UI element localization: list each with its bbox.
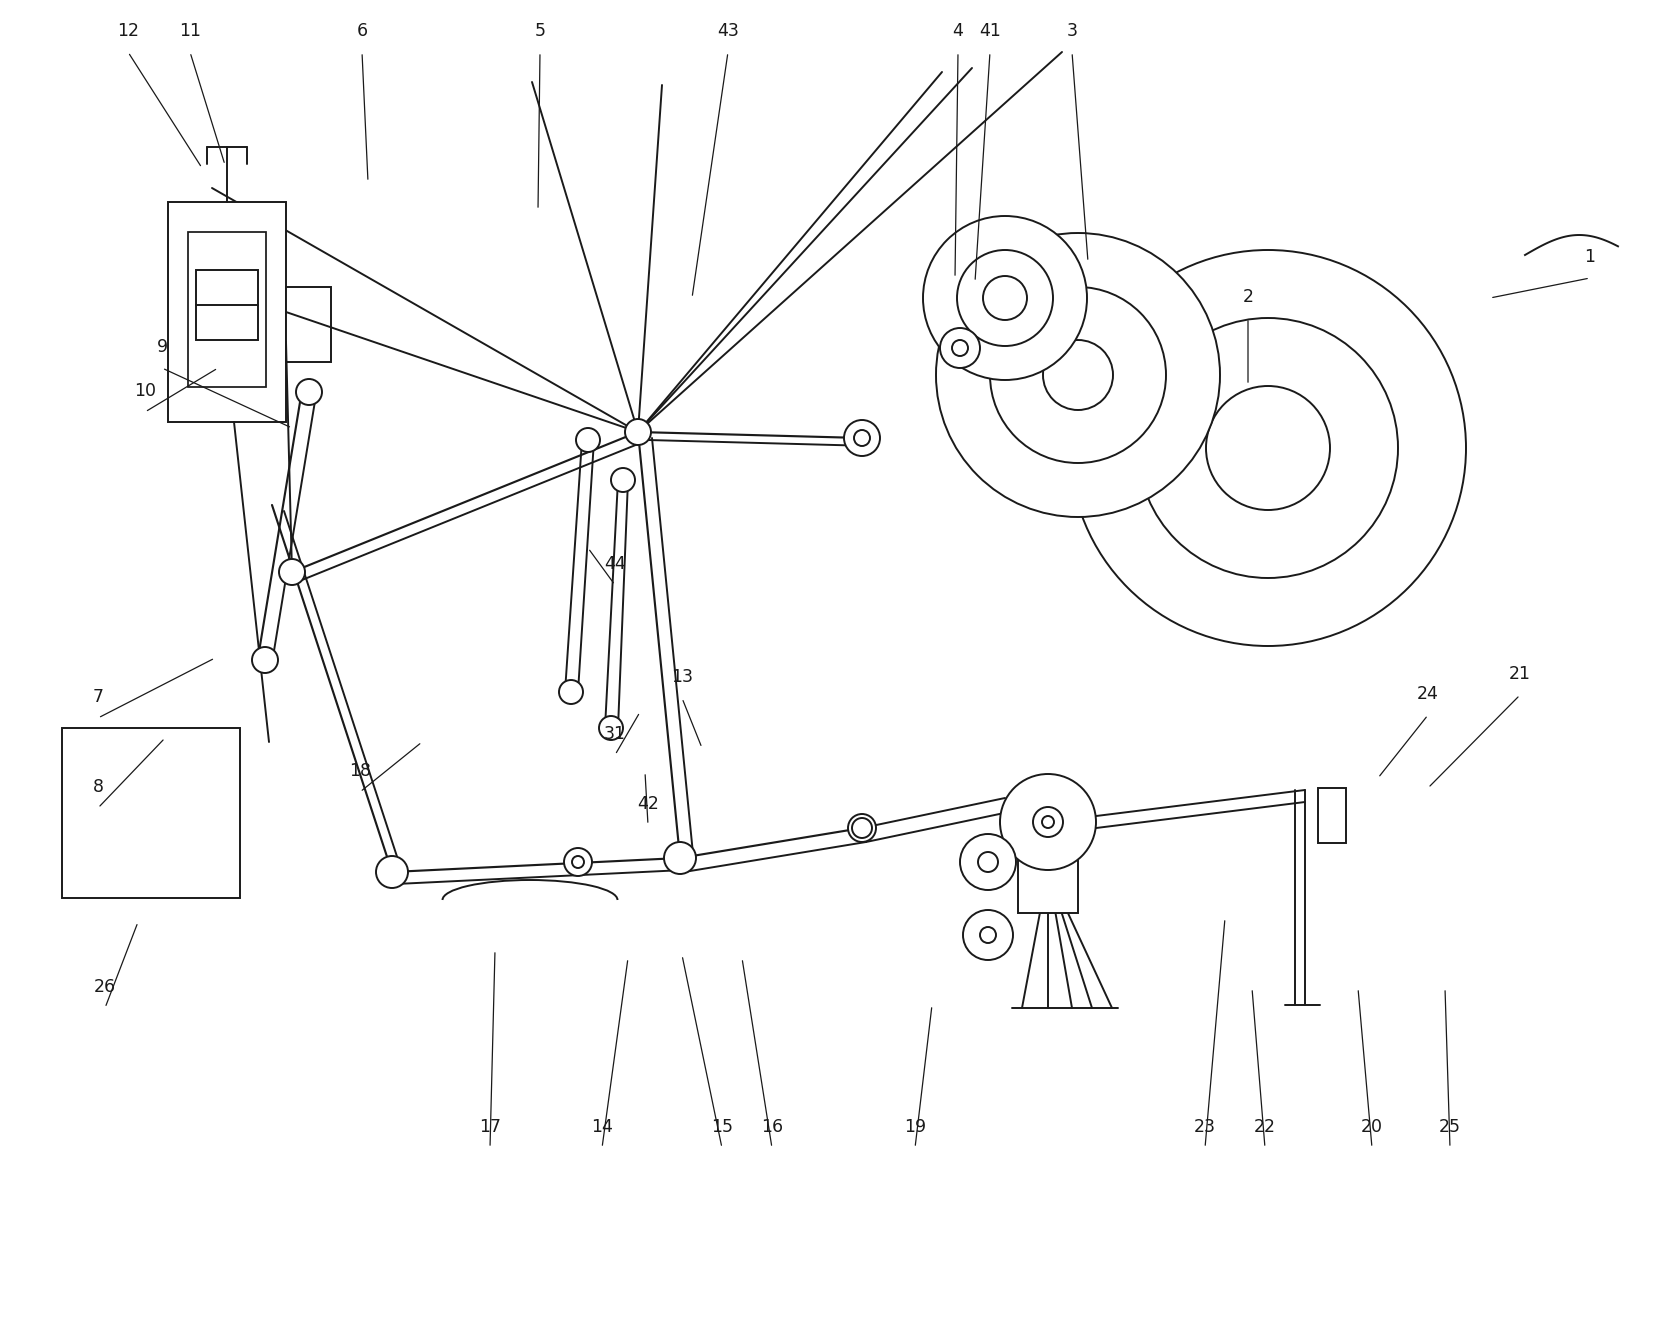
Text: 6: 6 (357, 21, 367, 40)
Text: 11: 11 (179, 21, 202, 40)
Circle shape (280, 559, 304, 586)
Text: 22: 22 (1254, 1118, 1275, 1136)
Circle shape (625, 418, 652, 445)
Circle shape (936, 233, 1221, 517)
Circle shape (251, 647, 278, 673)
Text: 24: 24 (1417, 685, 1439, 703)
Text: 44: 44 (604, 555, 625, 574)
Circle shape (978, 852, 997, 872)
Bar (197, 270, 258, 340)
Circle shape (1042, 816, 1054, 828)
Circle shape (1001, 774, 1097, 870)
Circle shape (923, 217, 1087, 380)
Text: 43: 43 (718, 21, 739, 40)
Text: 17: 17 (480, 1118, 501, 1136)
Bar (169, 202, 286, 422)
Circle shape (849, 814, 877, 842)
Text: 16: 16 (761, 1118, 782, 1136)
Circle shape (1206, 386, 1330, 509)
Circle shape (953, 340, 968, 356)
Text: 3: 3 (1067, 21, 1077, 40)
Text: 7: 7 (93, 689, 104, 706)
Circle shape (610, 468, 635, 492)
Circle shape (959, 834, 1016, 890)
Text: 41: 41 (979, 21, 1001, 40)
Text: 18: 18 (349, 762, 370, 779)
Circle shape (939, 328, 981, 368)
Circle shape (963, 910, 1012, 960)
Bar (61, 729, 240, 898)
Bar (1318, 787, 1346, 844)
Bar (189, 233, 266, 386)
Text: 31: 31 (604, 725, 625, 743)
Text: 1: 1 (1585, 247, 1596, 266)
Text: 10: 10 (134, 382, 155, 400)
Text: 23: 23 (1194, 1118, 1216, 1136)
Text: 12: 12 (117, 21, 139, 40)
Circle shape (559, 681, 582, 705)
Text: 2: 2 (1242, 287, 1254, 306)
Circle shape (1138, 318, 1398, 578)
Circle shape (599, 717, 624, 739)
Circle shape (1034, 808, 1064, 837)
Circle shape (958, 250, 1054, 346)
Circle shape (564, 848, 592, 876)
Text: 13: 13 (672, 668, 693, 686)
Circle shape (981, 927, 996, 943)
Bar (1017, 854, 1078, 913)
Circle shape (844, 420, 880, 456)
Text: 20: 20 (1361, 1118, 1383, 1136)
Circle shape (576, 428, 600, 452)
Circle shape (1070, 250, 1465, 646)
Text: 25: 25 (1439, 1118, 1460, 1136)
Text: 5: 5 (534, 21, 546, 40)
Circle shape (1044, 340, 1113, 410)
Circle shape (991, 287, 1166, 463)
Circle shape (853, 431, 870, 447)
Circle shape (572, 856, 584, 868)
Circle shape (296, 378, 323, 405)
Text: 26: 26 (94, 977, 116, 996)
Text: 42: 42 (637, 796, 658, 813)
Circle shape (375, 856, 409, 888)
Text: 21: 21 (1508, 664, 1532, 683)
Text: 9: 9 (157, 338, 167, 356)
Circle shape (982, 275, 1027, 320)
Circle shape (852, 818, 872, 838)
Text: 4: 4 (953, 21, 963, 40)
Bar (286, 287, 331, 362)
Text: 8: 8 (93, 778, 104, 796)
Text: 19: 19 (905, 1118, 926, 1136)
Circle shape (663, 842, 696, 874)
Text: 15: 15 (711, 1118, 733, 1136)
Text: 14: 14 (590, 1118, 614, 1136)
